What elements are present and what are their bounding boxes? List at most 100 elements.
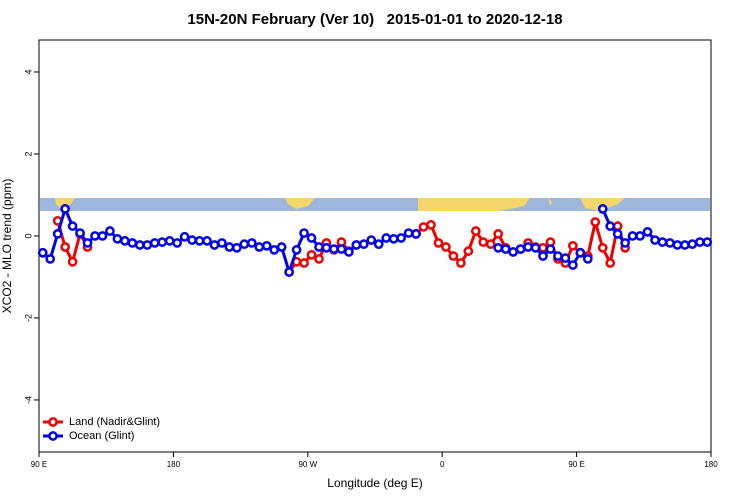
map-strip bbox=[40, 198, 710, 211]
data-point bbox=[665, 238, 675, 248]
data-point bbox=[635, 231, 645, 241]
data-point bbox=[575, 247, 586, 258]
data-point bbox=[105, 226, 115, 236]
data-point bbox=[627, 231, 638, 241]
data-point bbox=[254, 242, 265, 252]
data-point bbox=[366, 235, 377, 245]
data-point bbox=[239, 239, 250, 250]
y-tick-label: -2 bbox=[23, 314, 33, 322]
x-tick-label: 90 E bbox=[568, 460, 584, 469]
data-point bbox=[269, 245, 280, 255]
data-point bbox=[687, 239, 698, 250]
data-point bbox=[232, 242, 242, 253]
data-point bbox=[261, 240, 272, 251]
legend-label: Land (Nadir&Glint) bbox=[69, 416, 160, 428]
data-point bbox=[120, 236, 130, 246]
data-point bbox=[605, 221, 616, 231]
legend: Land (Nadir&Glint) Ocean (Glint) bbox=[43, 416, 160, 442]
data-point bbox=[314, 242, 324, 252]
data-point bbox=[52, 229, 63, 239]
legend-marker bbox=[48, 431, 58, 441]
y-axis-label: XCO2 - MLO trend (ppm) bbox=[0, 179, 14, 314]
land-patch bbox=[285, 198, 315, 209]
data-point bbox=[426, 220, 436, 230]
data-point bbox=[403, 228, 414, 238]
data-point bbox=[642, 227, 653, 237]
data-point bbox=[650, 235, 660, 245]
data-point bbox=[179, 231, 190, 242]
data-point bbox=[321, 242, 332, 253]
data-point bbox=[90, 231, 100, 241]
data-point bbox=[493, 242, 504, 253]
data-point bbox=[657, 237, 668, 247]
data-point bbox=[112, 233, 123, 244]
x-tick-label: 0 bbox=[440, 460, 445, 469]
data-point bbox=[597, 242, 608, 253]
x-tick-label: 180 bbox=[167, 460, 181, 469]
data-point bbox=[299, 258, 309, 268]
data-point bbox=[142, 240, 153, 250]
data-point bbox=[515, 244, 526, 254]
legend-marker bbox=[48, 417, 58, 427]
data-point bbox=[433, 238, 444, 248]
data-point bbox=[306, 233, 317, 243]
data-point bbox=[590, 217, 601, 227]
y-tick-label: 4 bbox=[23, 69, 33, 74]
data-point bbox=[456, 258, 466, 268]
data-point bbox=[538, 251, 548, 261]
data-point bbox=[67, 221, 78, 231]
data-point bbox=[485, 239, 496, 250]
data-point bbox=[530, 242, 541, 253]
data-point bbox=[418, 222, 429, 232]
x-axis-label: Longitude (deg E) bbox=[327, 476, 422, 490]
data-point bbox=[568, 260, 578, 270]
data-point bbox=[246, 238, 257, 248]
data-point bbox=[306, 249, 317, 260]
data-point bbox=[149, 238, 160, 248]
data-point bbox=[67, 256, 78, 267]
data-point bbox=[329, 244, 339, 254]
data-point bbox=[224, 242, 235, 252]
data-point bbox=[351, 240, 362, 250]
data-point bbox=[202, 236, 212, 246]
data-point bbox=[612, 229, 623, 239]
data-point bbox=[60, 242, 70, 252]
legend-label: Ocean (Glint) bbox=[69, 430, 134, 442]
data-point bbox=[553, 251, 563, 261]
data-point bbox=[97, 231, 108, 241]
plot-layer: -4 -2 0 2 4 90 E 180 90 W 0 90 E 180 Land (Nadir&Gl… bbox=[23, 69, 718, 469]
data-point bbox=[523, 242, 533, 252]
data-point bbox=[508, 247, 518, 257]
data-point bbox=[60, 204, 70, 214]
plot-frame bbox=[38, 39, 712, 453]
data-point bbox=[344, 247, 354, 257]
data-point bbox=[582, 254, 593, 264]
ocean-strip bbox=[40, 198, 710, 211]
data-point bbox=[470, 226, 481, 236]
data-point bbox=[172, 238, 182, 248]
data-point bbox=[702, 237, 713, 247]
data-point bbox=[276, 242, 287, 252]
data-point bbox=[75, 228, 85, 238]
data-point bbox=[568, 240, 578, 251]
data-point bbox=[620, 238, 630, 248]
data-point bbox=[448, 251, 459, 261]
data-point bbox=[291, 245, 302, 255]
data-point bbox=[680, 240, 690, 250]
y-tick-label: -4 bbox=[23, 396, 33, 404]
land-patch bbox=[548, 198, 552, 206]
land-patch bbox=[418, 198, 530, 211]
data-point bbox=[493, 229, 504, 239]
data-point bbox=[82, 238, 93, 248]
data-point bbox=[388, 233, 399, 244]
data-point bbox=[500, 244, 511, 254]
data-point bbox=[37, 247, 48, 258]
data-point bbox=[612, 221, 623, 231]
data-point bbox=[396, 233, 406, 243]
data-point bbox=[411, 229, 421, 239]
data-point bbox=[373, 239, 384, 250]
chart-title: 15N-20N February (Ver 10) 2015-01-01 to … bbox=[187, 11, 562, 28]
data-point bbox=[358, 239, 369, 250]
data-point bbox=[299, 228, 309, 238]
